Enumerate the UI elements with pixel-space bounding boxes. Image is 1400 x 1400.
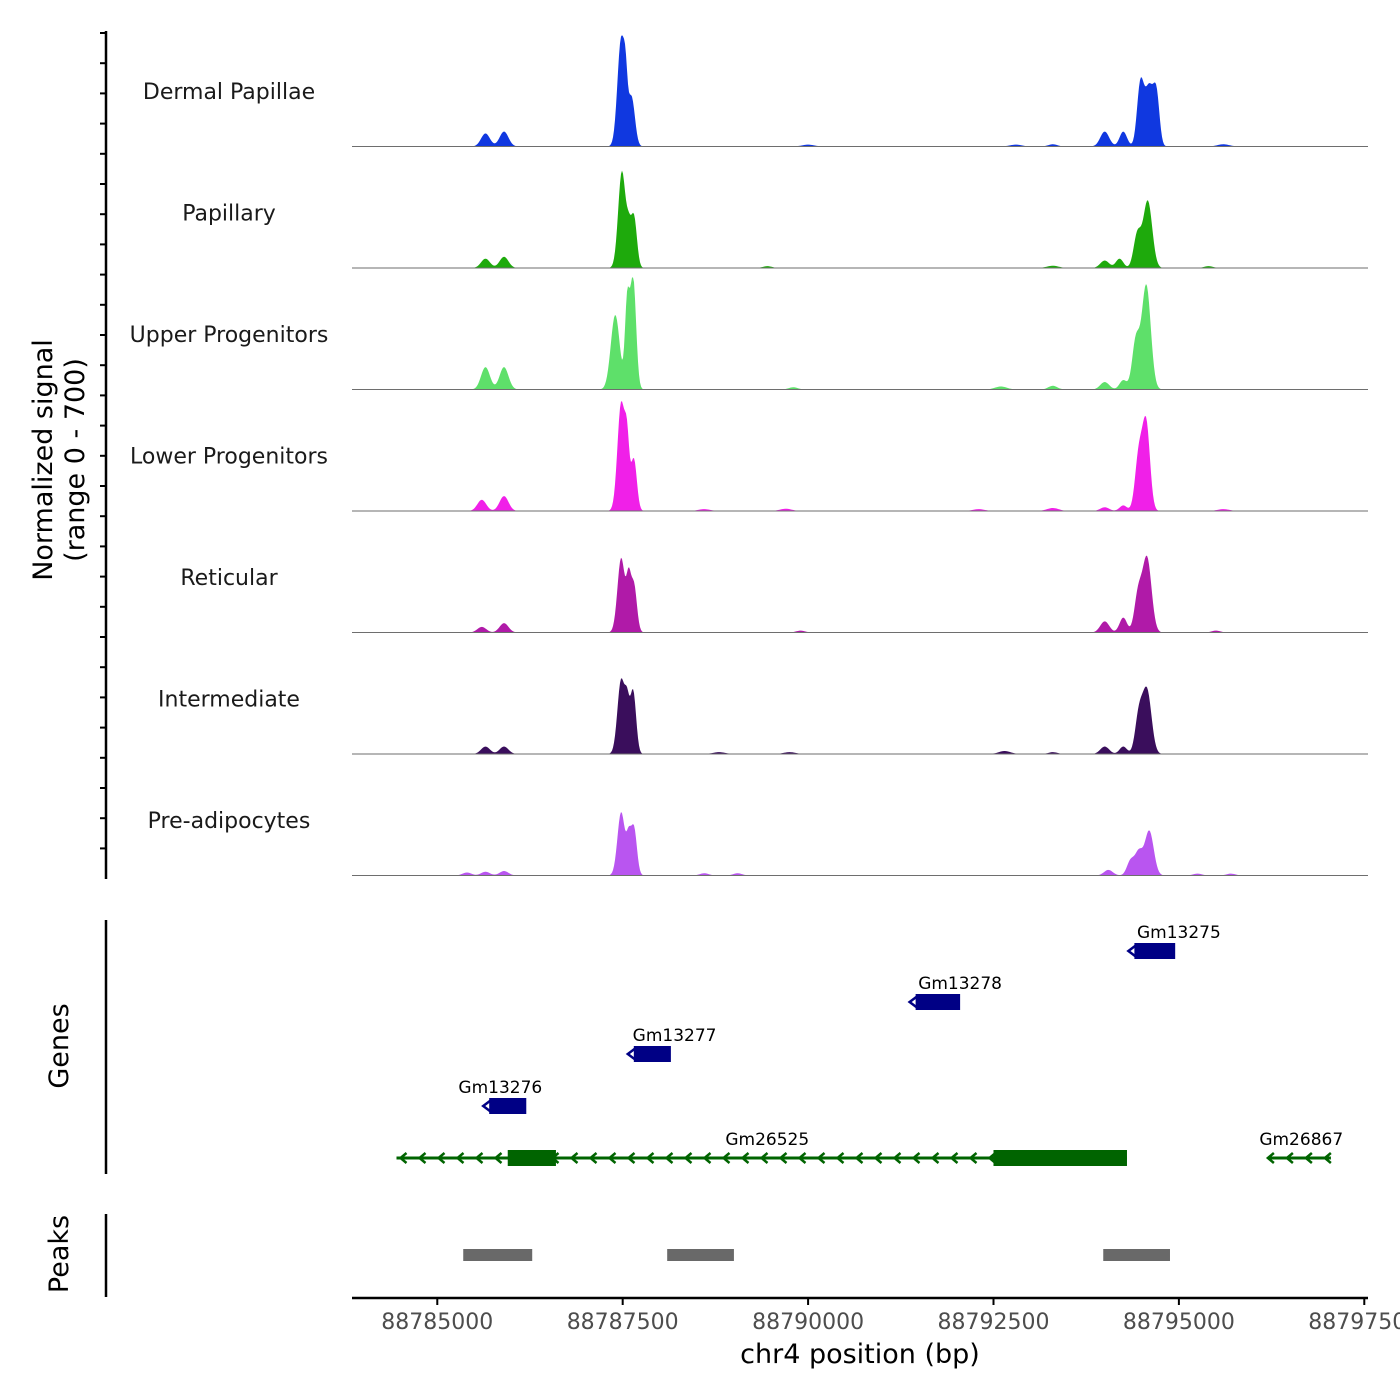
track-label: Papillary (182, 202, 276, 227)
strand-arrow-icon (702, 1152, 712, 1164)
x-tick-label: 88787500 (567, 1310, 679, 1335)
strand-arrow-icon (1322, 1152, 1332, 1164)
track-label: Upper Progenitors (130, 323, 329, 348)
strand-arrow-icon (474, 1152, 484, 1164)
strand-arrow-icon (835, 1152, 845, 1164)
coverage-track-5: Reticular (180, 555, 1368, 633)
strand-arrow-icon (816, 1152, 826, 1164)
strand-arrow-icon (797, 1152, 807, 1164)
strand-arrow-icon (625, 1047, 637, 1061)
strand-arrow-icon (1303, 1152, 1313, 1164)
gene-exon (1134, 943, 1176, 959)
strand-arrow-icon (907, 995, 919, 1009)
signal-area (352, 401, 1368, 511)
strand-arrow-icon (949, 1152, 959, 1164)
gene-label: Gm13275 (1137, 923, 1221, 943)
track-label: Reticular (180, 566, 278, 591)
gene-gm26867: Gm26867 (1259, 1130, 1343, 1164)
coverage-track-2: Papillary (182, 170, 1368, 269)
peaks-track (104, 1214, 1170, 1297)
gene-label: Gm26867 (1259, 1130, 1343, 1150)
strand-arrow-icon (892, 1152, 902, 1164)
gene-gm13275: Gm13275 (1126, 923, 1221, 959)
strand-arrow-icon (569, 1152, 579, 1164)
coverage-track-1: Dermal Papillae (143, 35, 1368, 147)
x-axis-label: chr4 position (bp) (740, 1339, 980, 1370)
strand-arrow-icon (968, 1152, 978, 1164)
signal-area (352, 812, 1368, 876)
strand-arrow-icon (759, 1152, 769, 1164)
strand-arrow-icon (398, 1152, 408, 1164)
strand-arrow-icon (911, 1152, 921, 1164)
gene-exon (507, 1150, 556, 1166)
x-tick-label: 88785000 (381, 1310, 493, 1335)
strand-arrow-icon (664, 1152, 674, 1164)
coverage-track-3: Upper Progenitors (130, 277, 1368, 390)
genes-track: Gm13275 Gm13278 Gm13277 Gm13276 Gm26525 Gm268… (104, 920, 1343, 1174)
track-label: Intermediate (158, 688, 300, 713)
signal-area (352, 678, 1368, 754)
track-label: Lower Progenitors (130, 445, 328, 470)
signal-area (352, 170, 1368, 268)
x-tick-label: 88792500 (937, 1310, 1049, 1335)
gene-exon (915, 994, 961, 1010)
signal-area (352, 555, 1368, 633)
y-axis-label-line1: Normalized signal (28, 339, 59, 581)
strand-arrow-icon (455, 1152, 465, 1164)
coverage-tracks: Dermal Papillae Papillary Upper Progenitor… (130, 35, 1368, 876)
strand-arrow-icon (778, 1152, 788, 1164)
signal-area (352, 277, 1368, 390)
strand-arrow-icon (930, 1152, 940, 1164)
gene-gm26525: Gm26525 (396, 1130, 1127, 1166)
gene-label: Gm13277 (633, 1026, 717, 1046)
strand-arrow-icon (607, 1152, 617, 1164)
peak-region (667, 1249, 734, 1261)
x-axis: 88785000 88787500 88790000 88792500 88795000… (352, 1296, 1400, 1335)
strand-arrow-icon (481, 1099, 492, 1113)
gene-exon (633, 1046, 671, 1062)
strand-arrow-icon (588, 1152, 598, 1164)
strand-arrow-icon (436, 1152, 446, 1164)
coverage-track-6: Intermediate (158, 678, 1368, 755)
gene-label: Gm13278 (918, 974, 1002, 994)
strand-arrow-icon (683, 1152, 693, 1164)
strand-arrow-icon (740, 1152, 750, 1164)
x-tick-label: 88797500 (1308, 1310, 1400, 1335)
signal-area (352, 35, 1368, 147)
gene-gm13277: Gm13277 (625, 1026, 717, 1062)
strand-arrow-icon (1126, 944, 1138, 958)
strand-arrow-icon (854, 1152, 864, 1164)
genes-track-label: Genes (44, 1003, 75, 1088)
strand-arrow-icon (1265, 1152, 1275, 1164)
y-axis-label-line2: (range 0 - 700) (60, 358, 91, 562)
x-tick-label: 88795000 (1123, 1310, 1235, 1335)
strand-arrow-icon (493, 1152, 503, 1164)
coverage-track-7: Pre-adipocytes (148, 809, 1368, 876)
strand-arrow-icon (417, 1152, 427, 1164)
gene-exon (489, 1098, 527, 1114)
gene-gm13278: Gm13278 (907, 974, 1002, 1010)
gene-gm13276: Gm13276 (458, 1078, 542, 1114)
strand-arrow-icon (1284, 1152, 1294, 1164)
strand-arrow-icon (721, 1152, 731, 1164)
gene-label: Gm26525 (725, 1130, 809, 1150)
peak-region (1103, 1249, 1170, 1261)
signal-axis (100, 31, 108, 879)
coverage-track-4: Lower Progenitors (130, 401, 1368, 512)
gene-exon (993, 1150, 1127, 1166)
peaks-track-label: Peaks (44, 1215, 75, 1293)
strand-arrow-icon (645, 1152, 655, 1164)
gene-label: Gm13276 (458, 1078, 542, 1098)
strand-arrow-icon (873, 1152, 883, 1164)
strand-arrow-icon (626, 1152, 636, 1164)
track-label: Dermal Papillae (143, 80, 315, 105)
track-label: Pre-adipocytes (148, 809, 311, 834)
peak-region (463, 1249, 533, 1261)
x-tick-label: 88790000 (752, 1310, 864, 1335)
